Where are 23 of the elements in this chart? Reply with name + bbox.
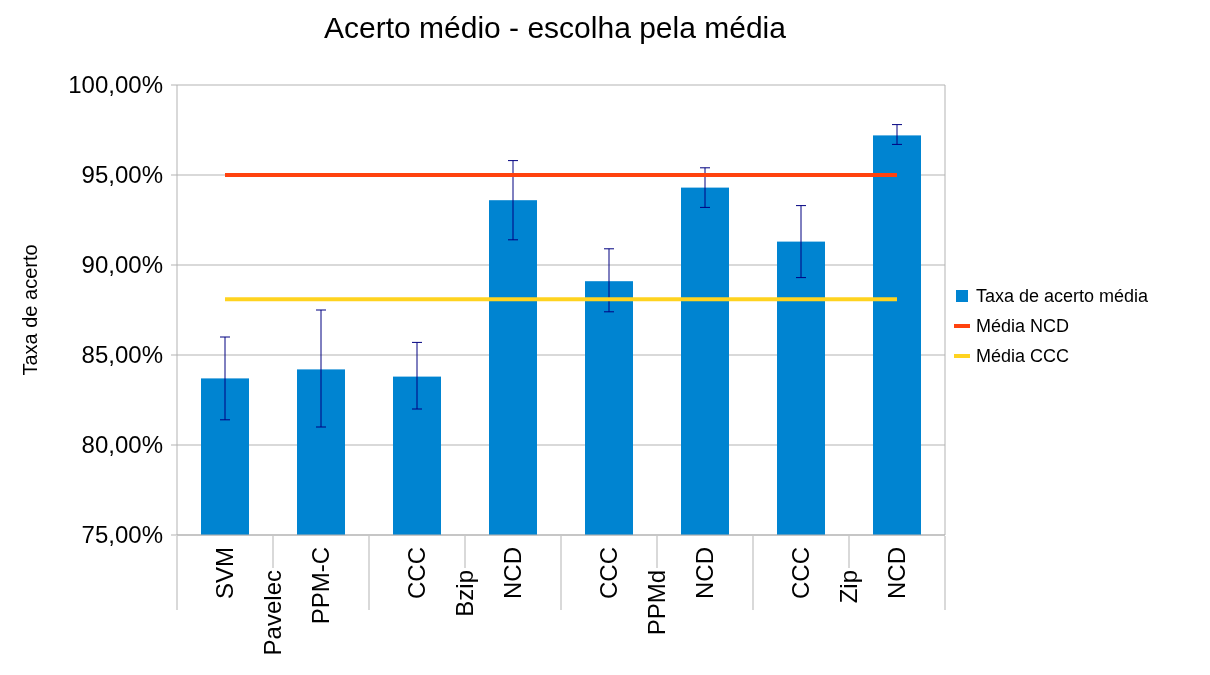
text: Pavelec: [259, 570, 287, 656]
y-tick-label: 100,00%: [68, 71, 163, 99]
chart-title: Acerto médio - escolha pela média: [324, 11, 787, 44]
text: Zip: [835, 570, 863, 604]
x-tick-label: NCD: [691, 547, 719, 599]
legend-label: Taxa de acerto média: [976, 286, 1150, 307]
x-tick-label: NCD: [499, 547, 527, 599]
text: PPMd: [643, 570, 671, 636]
text: Bzip: [451, 570, 479, 617]
x-tick-label: CCC: [595, 547, 623, 599]
x-tick-label: CCC: [787, 547, 815, 599]
legend-label: Média CCC: [976, 346, 1070, 367]
x-tick-label: SVM: [211, 547, 239, 600]
y-tick-label: 85,00%: [81, 341, 163, 369]
legend-label: Média NCD: [976, 316, 1070, 337]
x-tick-label: CCC: [403, 547, 431, 599]
x-tick-label: PPM-C: [307, 547, 335, 625]
x-tick-label: NCD: [883, 547, 911, 599]
y-tick-label: 95,00%: [81, 161, 163, 189]
y-tick-label: 80,00%: [81, 431, 163, 459]
y-axis-title: Taxa de acerto: [19, 244, 41, 376]
y-tick-label: 90,00%: [81, 251, 163, 279]
y-tick-label: 75,00%: [81, 521, 163, 549]
